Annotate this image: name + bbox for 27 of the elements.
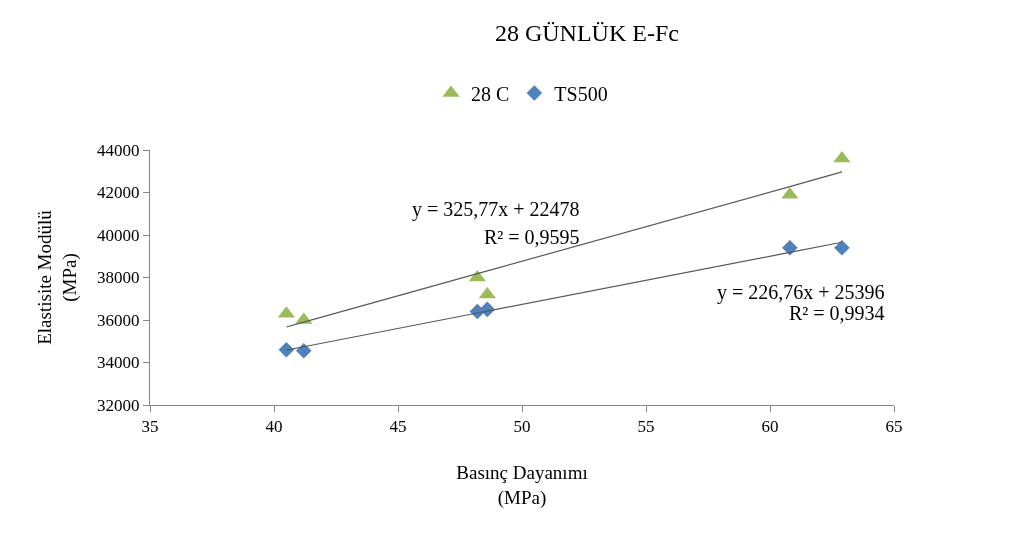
point (278, 341, 295, 358)
annotation: R² = 0,9595 (484, 226, 580, 248)
y-tick-label: 44000 (97, 140, 140, 160)
x-tick-label: 55 (637, 417, 655, 437)
point (834, 239, 850, 256)
legend-label: 28 C (471, 82, 510, 105)
y-tick-label: 32000 (97, 395, 140, 415)
y-tick-label: 36000 (97, 310, 140, 330)
annotation: y = 226,76x + 25396 (717, 281, 885, 304)
chart-title: 28 GÜNLÜK E-Fc (494, 20, 679, 47)
x-tick-label: 45 (389, 417, 407, 437)
legend-label: TS500 (554, 82, 608, 105)
y-tick-label: 40000 (97, 225, 140, 245)
x-tick-label: 65 (885, 417, 903, 437)
y-tick-label: 34000 (97, 353, 140, 373)
point (295, 343, 312, 359)
x-tick-label: 60 (761, 417, 779, 437)
y-axis-title: Elastisite Modülü (MPa) (34, 209, 81, 345)
x-axis-title: Basınç Dayanımı (MPa) (456, 462, 588, 509)
annotation: y = 325,77x + 22478 (412, 198, 580, 221)
y-tick-label: 42000 (97, 183, 140, 203)
point (782, 239, 798, 256)
y-tick-label: 38000 (97, 268, 140, 288)
x-tick-label: 50 (513, 417, 531, 437)
annotation: R² = 0,9934 (789, 302, 885, 324)
x-tick-label: 40 (265, 417, 283, 437)
x-tick-label: 35 (141, 417, 159, 437)
